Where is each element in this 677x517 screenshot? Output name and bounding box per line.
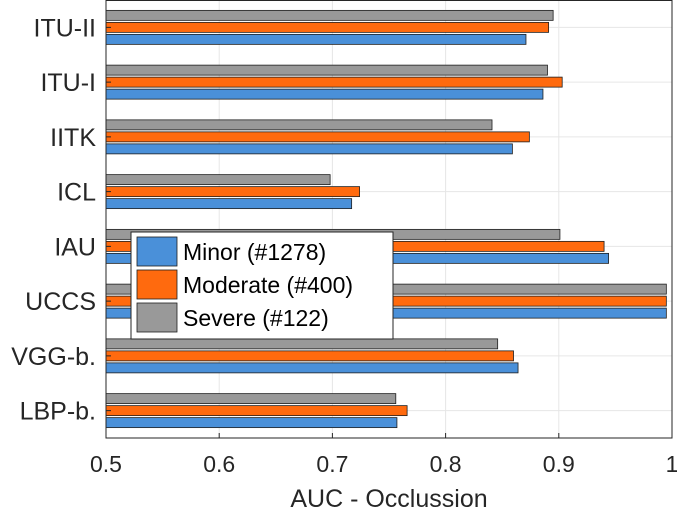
bar [105,33,527,45]
y-tick-label: UCCS [25,288,96,316]
y-tick-label: IITK [50,124,96,152]
bar [105,350,514,362]
x-axis-ticks: 0.5 0.6 0.7 0.8 0.9 1 [90,433,677,477]
bar [105,9,554,21]
y-tick-label: ICL [57,179,96,207]
bar [105,64,548,76]
x-tick-label: 0.5 [90,451,122,477]
legend-swatch [136,236,178,267]
x-axis-label: AUC - Occlussion [290,485,487,512]
bar [105,198,353,210]
bar [105,405,408,417]
x-tick-label: 0.8 [430,451,462,477]
x-tick-label: 0.7 [316,451,348,477]
y-axis-ticks: ITU-II ITU-I IITK ICL IAU UCCS VGG-b. LBP-b. [11,14,111,426]
legend-label: Severe (#122) [183,305,329,331]
x-tick-label: 0.9 [543,451,575,477]
bar [105,362,519,374]
bar [105,131,530,143]
bar [105,76,563,88]
bar [105,21,550,33]
y-tick-label: ITU-I [40,69,96,97]
y-tick-label: IAU [54,233,96,261]
legend: Minor (#1278) Moderate (#400) Severe (#122… [130,231,394,340]
plot-frame [105,0,673,439]
bar [105,119,493,131]
bar [105,186,360,198]
bar [105,143,513,155]
bar [105,417,398,429]
legend-label: Moderate (#400) [183,272,353,298]
legend-swatch [136,269,178,300]
y-tick-label: VGG-b. [11,343,96,371]
bar [105,88,544,100]
bar [105,393,397,405]
bar [105,338,499,350]
y-tick-label: ITU-II [34,14,97,42]
bar [105,174,331,186]
legend-swatch [136,302,178,333]
x-tick-label: 0.6 [203,451,235,477]
y-tick-label: LBP-b. [20,398,96,426]
x-tick-label: 1 [666,451,677,477]
legend-label: Minor (#1278) [183,239,326,265]
